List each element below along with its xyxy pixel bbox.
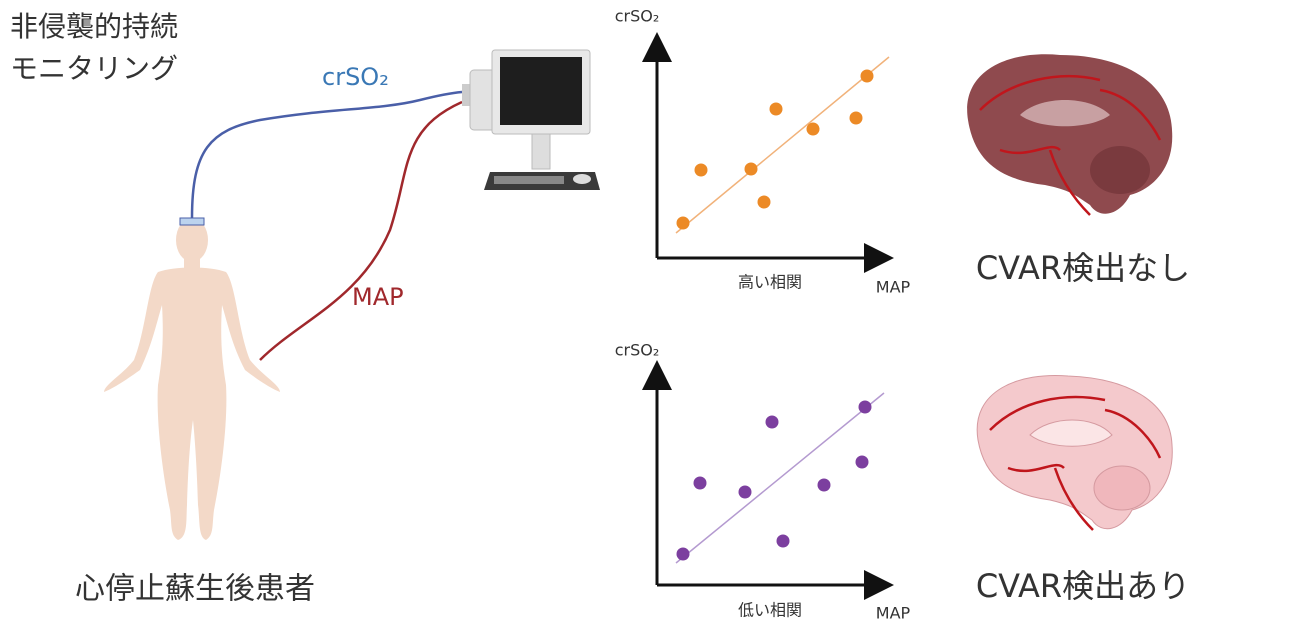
scatter-dots <box>676 400 872 561</box>
trend-line <box>675 56 890 234</box>
title-line: モニタリング <box>10 52 178 85</box>
pressure-cable <box>259 100 463 361</box>
brain-dark <box>967 54 1173 216</box>
y-axis-label: crSO₂ <box>615 7 660 26</box>
result: CVAR検出なし <box>976 249 1190 287</box>
trend-line <box>675 392 885 564</box>
patient-label: 心停止蘇生後患者 <box>75 572 315 607</box>
title-line: 非侵襲的持続 <box>10 10 178 43</box>
x-axis-label: MAP <box>876 278 911 297</box>
result: CVAR検出あり <box>976 567 1190 605</box>
panel-low: crSO₂ MAP 低い相関 <box>615 341 911 623</box>
brain-light <box>976 374 1173 531</box>
patient-figure <box>104 217 280 540</box>
caption: 低い相関 <box>738 601 802 620</box>
pressure-label: MAP <box>352 283 404 311</box>
y-axis-label: crSO₂ <box>615 341 660 360</box>
panel-high: crSO₂ MAP 高い相関 <box>615 7 911 297</box>
caption: 高い相関 <box>738 273 802 292</box>
monitor <box>462 49 600 190</box>
x-axis-label: MAP <box>876 604 911 623</box>
signal-label: crSO₂ <box>322 63 389 91</box>
scatter-dots <box>676 69 874 230</box>
signal-cable <box>190 90 463 219</box>
